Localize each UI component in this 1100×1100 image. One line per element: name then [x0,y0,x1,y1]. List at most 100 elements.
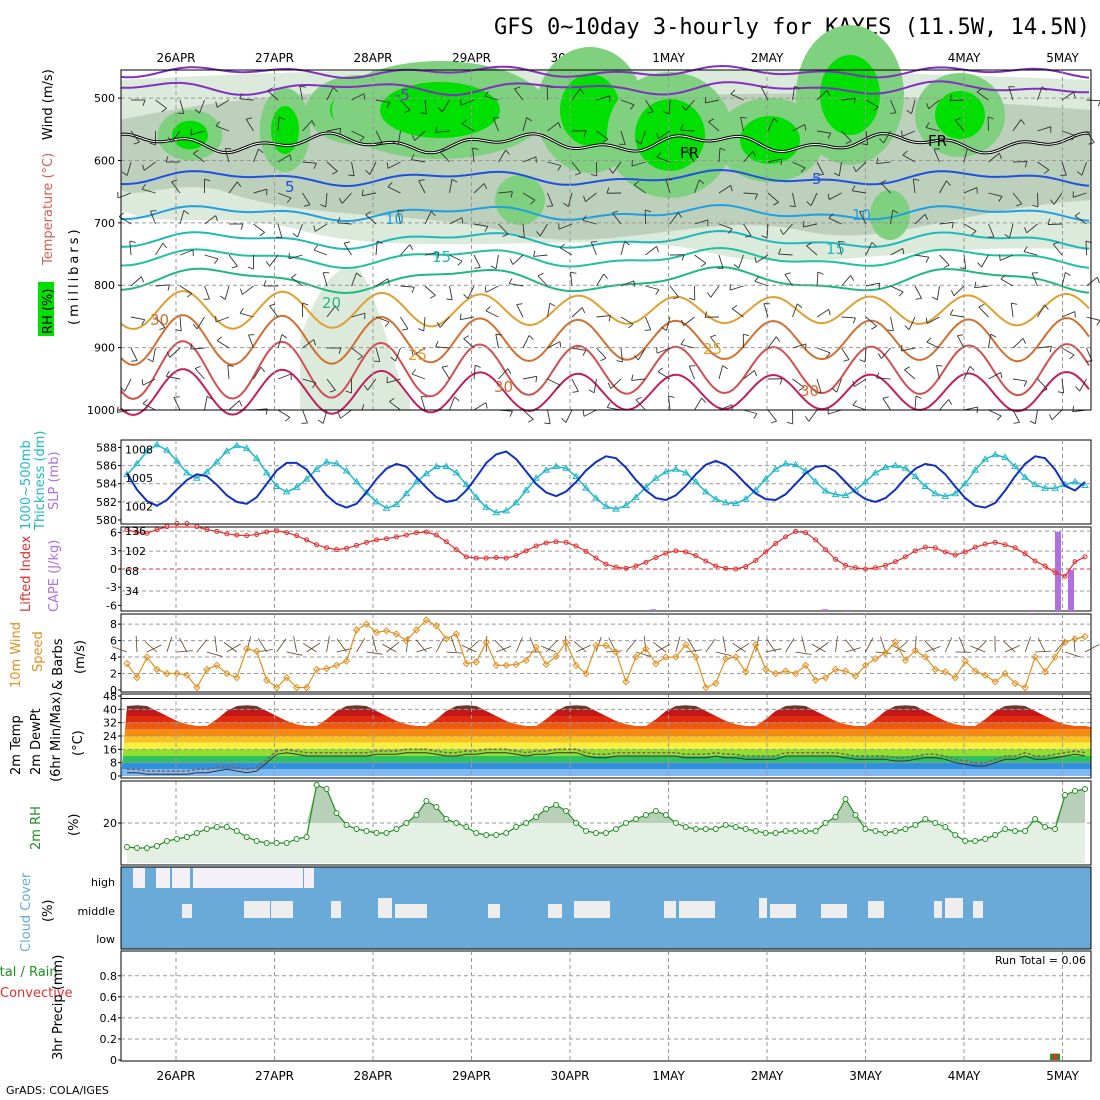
wind-barb-flag [533,250,536,257]
wind-barb-flag [838,240,845,243]
wind-barb [763,303,769,318]
wind10m-barb [146,644,162,653]
wind-barb [495,254,499,269]
wind-barb [375,278,389,287]
rh2m-point [373,830,380,836]
wind10m-point [432,622,441,630]
thickness-point [951,489,960,497]
temperature-label: Temperature (°C) [41,153,56,266]
wind-barb [882,398,891,411]
wind-barb [914,396,917,411]
wind-barb [194,368,205,380]
rh2m-point [593,830,600,836]
lifted-index-point [743,564,749,570]
rh2m-point [133,845,140,851]
wind-barb-flag [852,166,857,172]
wind-barb-flag [902,150,908,156]
thickness-point [282,487,291,495]
wind-barb [665,179,671,194]
thickness-point [212,457,221,465]
wind-barb-flag [116,406,119,413]
rh2m-point [543,806,550,812]
rh2m-point [882,830,889,836]
wind-barb [291,277,303,287]
cloud-mid-clear [679,901,715,918]
wind10m-point [402,636,411,645]
wind-barb [808,409,818,422]
wind-barb-flag [996,415,1002,421]
rh2m-point [403,820,410,826]
wind-barb [277,223,283,238]
wind-barb [400,99,411,111]
wind-barb [816,308,829,318]
wind-barb [988,152,1000,163]
date-label-bottom: 2MAY [751,1069,784,1083]
thickness-point [681,468,690,476]
wind-barb [302,409,308,424]
rh2m-label-b: (%) [67,814,82,837]
wind10m-barb [1037,637,1046,653]
thickness-point [671,465,680,472]
wind-barb-flag [699,179,705,184]
wind-barb-flag [411,287,415,293]
date-label-bottom: 3MAY [849,1069,882,1083]
wind10m-barb [845,639,856,653]
thickness-point [1071,477,1079,485]
wind-barb-flag [1096,277,1100,283]
dewpoint-line [127,748,1086,772]
wind-barb [914,213,926,225]
wind-barb-flag [387,278,390,285]
contour-label: 10 [385,210,404,228]
wind-barb [816,161,824,175]
wind-barb [957,335,965,349]
wind-barb-flag [915,297,922,300]
wind-barb [179,210,185,225]
wind10m-point [861,661,870,670]
wind-barb-flag [635,140,641,145]
wind-barb-flag [365,170,371,175]
wind-barb [313,249,328,256]
wind-barb-flag [240,223,244,230]
wind-barb [124,378,132,392]
cloud-mid-clear [395,904,427,918]
wind-barb [1000,278,1014,287]
wind10m-point [791,669,800,678]
rh2m-point [343,822,350,828]
thickness-point [192,474,201,481]
wind-barb [596,95,611,101]
y-tick-label: 6 [110,527,117,540]
wind-barb-flag [704,311,708,318]
wind-barb-flag [563,202,569,207]
wind-barb-flag [681,105,686,111]
wind-barb-flag [802,220,805,227]
wind-barb-flag [514,86,521,90]
rh2m-point [393,826,400,832]
wind-barb-flag [1071,135,1076,141]
y-tick-label: 8 [110,618,117,631]
wind-barb-flag [454,396,460,402]
cape-bar [845,609,851,611]
thickness-point [342,467,351,474]
wind-barb [277,409,291,418]
wind-barb [620,280,635,287]
wind-barb [516,304,524,318]
wind-barb-flag [167,136,172,143]
thickness-point [1021,473,1030,480]
wind-barb-flag [850,275,855,281]
wind10m-barb [466,640,479,653]
wind-barb-flag [303,204,311,207]
wind-barb [1081,161,1087,176]
wind-barb [522,375,537,380]
rh2m-point [533,814,540,820]
thickness-point [472,493,481,500]
wind-barb-flag [547,85,554,89]
wind-barb [904,369,916,380]
wind-barb-flag [461,217,464,224]
lifted-index-point [324,545,330,551]
wind-barb [411,159,426,163]
wind-barb [439,316,450,328]
wind10m-point [123,659,131,668]
wind-barb-flag [873,106,879,112]
wind-barb [129,241,132,256]
wind10m-barb [494,640,507,653]
